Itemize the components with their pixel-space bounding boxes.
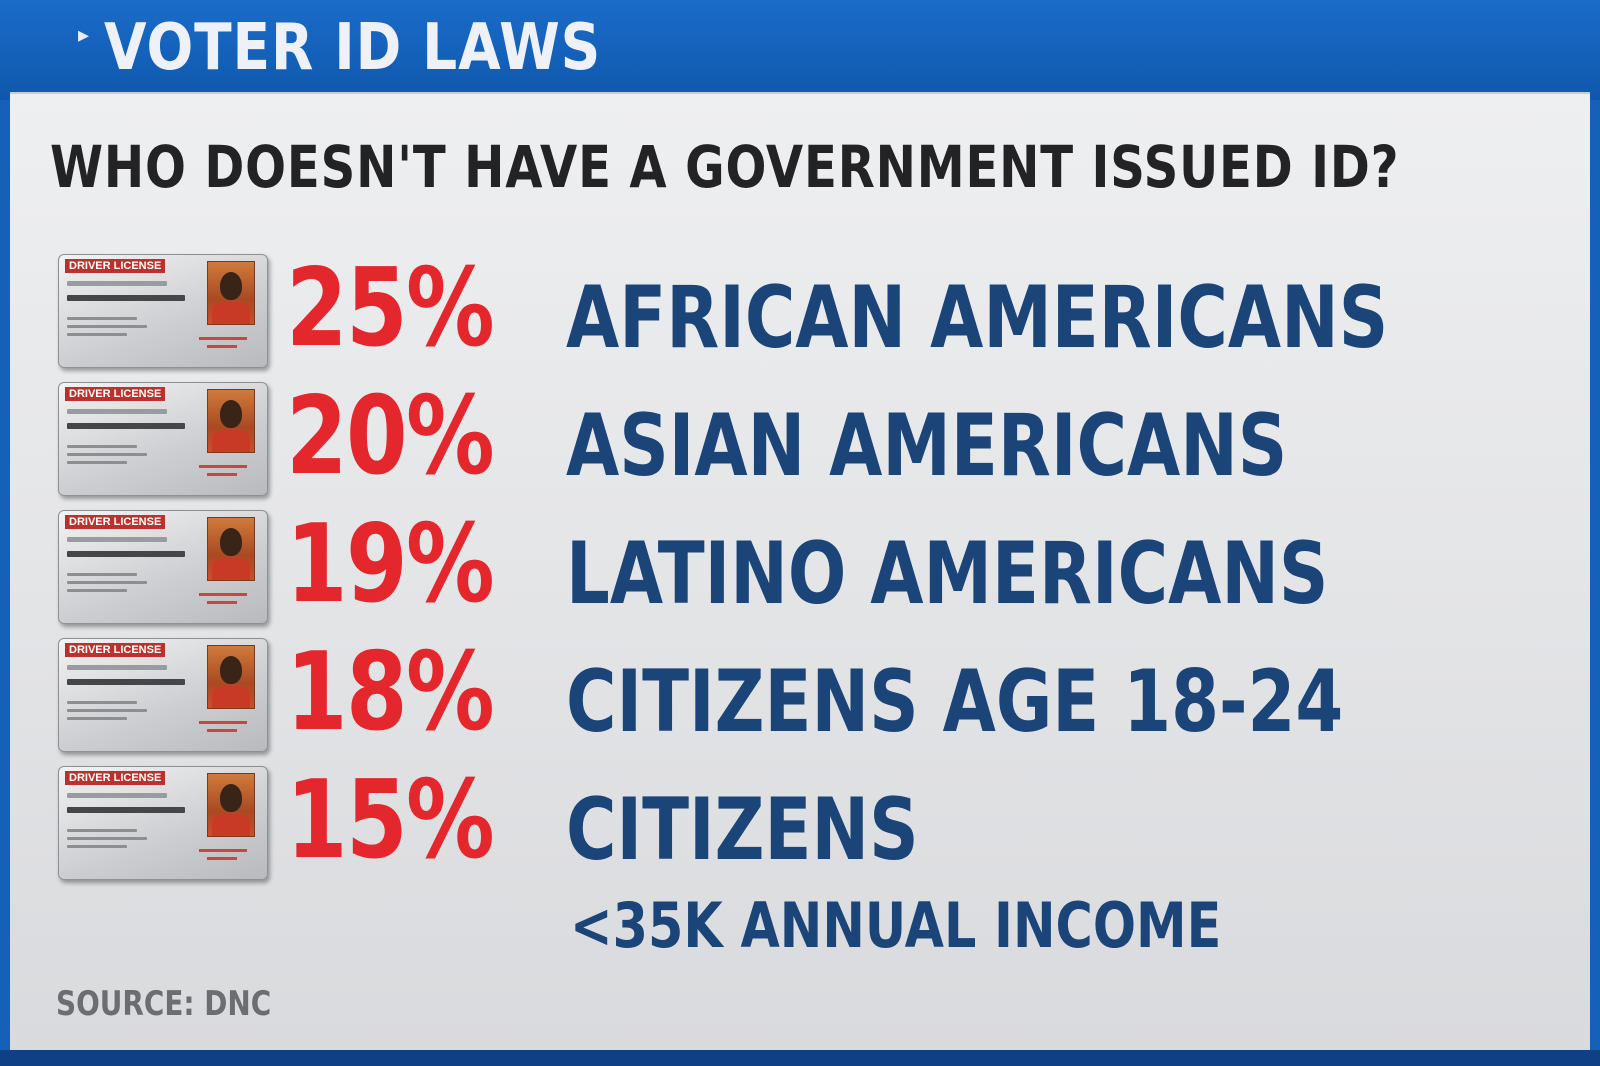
- percent-value: 20%: [286, 374, 495, 499]
- driver-license-card-icon: DRIVER LICENSE: [58, 510, 268, 624]
- banner-title: VOTER ID LAWS: [104, 11, 602, 85]
- card-label: DRIVER LICENSE: [65, 643, 166, 657]
- stat-row: DRIVER LICENSE 18% CITIZENS AGE 18-24: [10, 630, 1590, 762]
- id-photo: [207, 773, 255, 837]
- group-label: AFRICAN AMERICANS: [566, 268, 1389, 368]
- group-sublabel: <35K ANNUAL INCOME: [570, 889, 1222, 962]
- card-label: DRIVER LICENSE: [65, 515, 166, 529]
- group-label: CITIZENS: [566, 780, 919, 880]
- stat-row: DRIVER LICENSE 20% ASIAN AMERICANS: [10, 374, 1590, 506]
- percent-value: 19%: [286, 502, 495, 627]
- driver-license-card-icon: DRIVER LICENSE: [58, 638, 268, 752]
- bottom-strip: [0, 1050, 1600, 1066]
- percent-value: 18%: [286, 630, 495, 755]
- group-label: ASIAN AMERICANS: [566, 396, 1288, 496]
- driver-license-card-icon: DRIVER LICENSE: [58, 766, 268, 880]
- percent-value: 25%: [286, 246, 495, 371]
- content-panel: WHO DOESN'T HAVE A GOVERNMENT ISSUED ID?…: [10, 92, 1590, 1052]
- stat-row: DRIVER LICENSE 25% AFRICAN AMERICANS: [10, 246, 1590, 378]
- group-label: LATINO AMERICANS: [566, 524, 1329, 624]
- triangle-marker-icon: ▸: [78, 22, 90, 47]
- stat-row: DRIVER LICENSE 19% LATINO AMERICANS: [10, 502, 1590, 634]
- id-photo: [207, 645, 255, 709]
- group-label: CITIZENS AGE 18-24: [566, 652, 1344, 752]
- driver-license-card-icon: DRIVER LICENSE: [58, 382, 268, 496]
- id-photo: [207, 517, 255, 581]
- driver-license-card-icon: DRIVER LICENSE: [58, 254, 268, 368]
- id-photo: [207, 261, 255, 325]
- id-photo: [207, 389, 255, 453]
- percent-value: 15%: [286, 758, 495, 883]
- source-credit: SOURCE: DNC: [56, 984, 272, 1024]
- stat-row: DRIVER LICENSE 15% CITIZENS: [10, 758, 1590, 890]
- card-label: DRIVER LICENSE: [65, 771, 166, 785]
- card-label: DRIVER LICENSE: [65, 387, 166, 401]
- title-banner: ▸ VOTER ID LAWS: [0, 0, 1600, 100]
- card-label: DRIVER LICENSE: [65, 259, 166, 273]
- question-heading: WHO DOESN'T HAVE A GOVERNMENT ISSUED ID?: [50, 133, 1400, 201]
